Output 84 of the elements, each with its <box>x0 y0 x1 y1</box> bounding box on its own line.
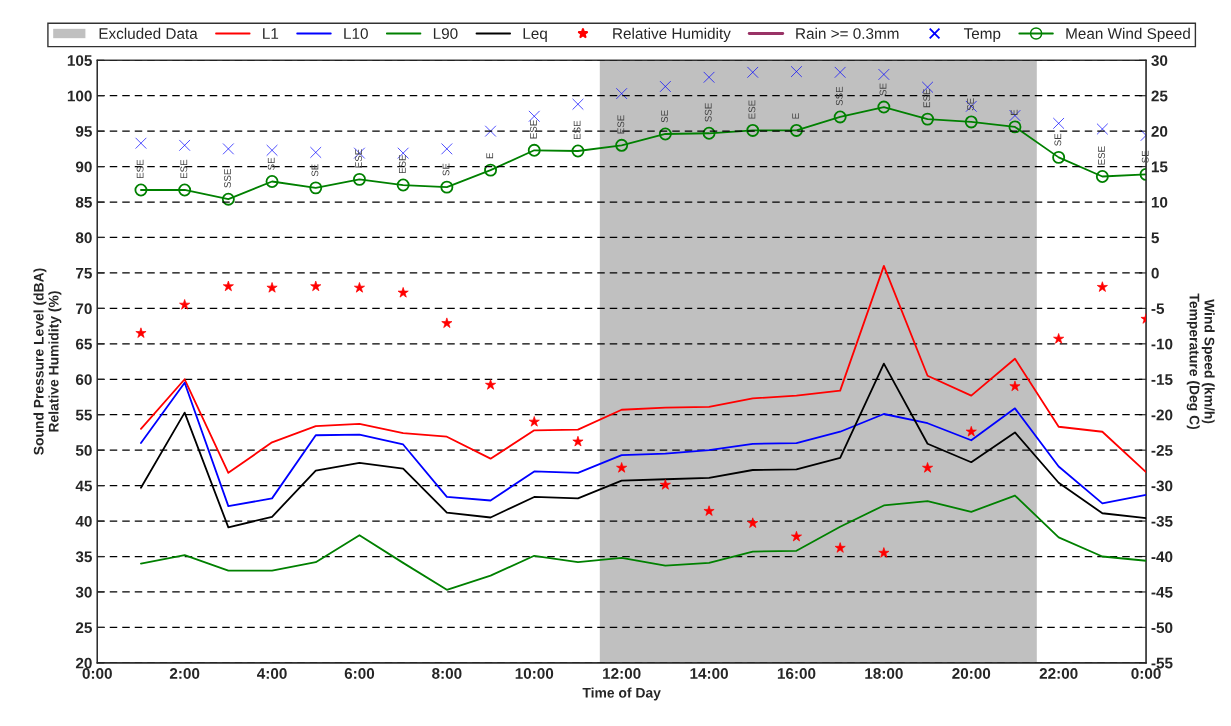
annotation: E <box>486 152 494 159</box>
y2-tick-label: -55 <box>1151 657 1173 669</box>
y-tick-label: 55 <box>75 409 92 421</box>
x-tick-label: 16:00 <box>777 668 816 679</box>
annotation: ESE <box>136 159 144 179</box>
annotation: ESE <box>748 100 756 119</box>
legend-label: Temp <box>963 28 1001 43</box>
x-tick-label: 18:00 <box>865 668 903 679</box>
x-tick-label: 22:00 <box>1039 668 1078 679</box>
annotation: SE <box>661 110 668 123</box>
x-tick-label: 12:00 <box>603 668 641 679</box>
y2-tick-label: 30 <box>1151 55 1168 66</box>
y-tick-label: 80 <box>75 232 92 244</box>
annotation: E <box>792 113 799 119</box>
y2-tick-label: 0 <box>1151 267 1159 279</box>
y2-tick-label: -10 <box>1151 338 1173 350</box>
annotation: ESE <box>529 120 537 139</box>
annotation: ESE <box>180 159 188 179</box>
annotation: SE <box>267 157 275 170</box>
y-axis-title: Sound Pressure Level (dBA) Relative Humidity (%) <box>33 268 62 455</box>
y-tick-label: 20 <box>75 657 92 669</box>
y2-tick-label: -45 <box>1151 586 1173 598</box>
annotation: ESE <box>355 149 363 168</box>
x-tick-label: 4:00 <box>257 668 287 679</box>
annotation: SE <box>879 83 887 96</box>
x-tick-label: 0:00 <box>82 668 112 679</box>
annotation: SE <box>966 98 974 111</box>
annotation: SSE <box>704 103 712 122</box>
x-tick-label: 20:00 <box>952 668 991 679</box>
annotation: SE <box>1054 133 1062 146</box>
annotation: ESE <box>398 154 406 174</box>
x-tick-label: 6:00 <box>344 668 375 679</box>
y-tick-label: 50 <box>75 445 92 456</box>
annotation: SSE <box>835 86 843 106</box>
y2-axis-title: Wind Speed (km/h) Temperature (Deg C) <box>1186 293 1215 430</box>
annotation: SSE <box>224 169 231 188</box>
y-tick-label: 85 <box>75 196 92 208</box>
annotation: ESE <box>1098 146 1105 165</box>
y2-tick-label: 10 <box>1151 196 1168 208</box>
y-tick-label: 30 <box>75 586 92 598</box>
legend-label: L90 <box>433 28 458 39</box>
y-tick-label: 25 <box>75 622 92 634</box>
x-tick-label: 14:00 <box>690 668 728 679</box>
legend-label: L10 <box>344 28 368 39</box>
y-tick-label: 90 <box>75 161 92 173</box>
legend-label: Mean Wind Speed <box>1066 27 1190 43</box>
annotation: SE <box>1141 150 1149 163</box>
y-tick-label: 105 <box>67 55 92 66</box>
y2-tick-label: -35 <box>1151 515 1173 527</box>
y-tick-label: 65 <box>75 338 92 350</box>
legend-label: L1 <box>263 28 279 39</box>
y2-tick-label: -5 <box>1151 303 1165 315</box>
annotation: SE <box>311 164 319 177</box>
y2-tick-label: 15 <box>1151 161 1168 173</box>
y2-tick-label: 20 <box>1151 126 1168 137</box>
y-tick-label: 45 <box>75 480 92 492</box>
legend-label: Rain >= 0.3mm <box>796 27 899 39</box>
legend-label: Leq <box>523 28 547 43</box>
annotation: ESE <box>617 115 625 134</box>
y-tick-label: 70 <box>76 303 92 315</box>
x-tick-label: 2:00 <box>169 668 200 679</box>
legend-label: Relative Humidity <box>613 27 731 43</box>
y2-tick-label: -50 <box>1151 622 1173 634</box>
x-tick-label: 10:00 <box>515 668 554 679</box>
y2-tick-label: -20 <box>1151 409 1173 421</box>
y2-tick-label: -40 <box>1151 551 1173 563</box>
y2-tick-label: -15 <box>1151 374 1173 385</box>
annotation: SE <box>442 163 450 176</box>
y2-tick-label: 25 <box>1151 90 1168 102</box>
x-tick-label: 8:00 <box>432 668 462 679</box>
y-tick-label: 60 <box>75 374 92 385</box>
y-tick-label: 35 <box>75 551 92 563</box>
y-tick-label: 40 <box>75 515 92 527</box>
y2-tick-label: 5 <box>1151 232 1159 244</box>
x-tick-label: 0:00 <box>1131 668 1161 679</box>
legend-label: Excluded Data <box>99 27 198 39</box>
y2-tick-label: -30 <box>1151 480 1173 492</box>
y-tick-label: 100 <box>67 90 92 102</box>
x-axis-title: Time of Day <box>582 687 661 701</box>
y-tick-label: 95 <box>75 126 92 137</box>
y-tick-label: 75 <box>76 267 92 279</box>
annotation: ESE <box>923 88 931 108</box>
annotation: E <box>1010 109 1018 115</box>
y2-tick-label: -25 <box>1151 445 1173 456</box>
